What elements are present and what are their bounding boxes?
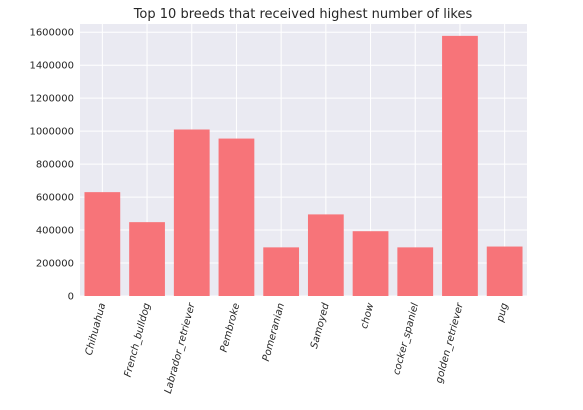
y-axis-tick-labels: 0 200000 400000 600000 800000 1000000 1200000 1… xyxy=(29,28,74,303)
x-tick-label: Chihuahua xyxy=(84,302,109,357)
x-axis-tick-labels: Chihuahua French_bulldog Labrador_retrieve… xyxy=(84,301,511,395)
bar-chow xyxy=(352,231,389,296)
x-tick-label: pug xyxy=(495,302,511,324)
y-tick-label: 1600000 xyxy=(29,28,74,39)
bar-pug xyxy=(486,246,523,296)
bar-pembroke xyxy=(218,138,255,296)
x-tick-label: Samoyed xyxy=(309,301,332,350)
y-tick-label: 400000 xyxy=(36,226,74,237)
chart-title: Top 10 breeds that received highest numb… xyxy=(133,7,473,22)
bar-labrador-retriever xyxy=(173,129,210,296)
bar-golden-retriever xyxy=(442,35,478,297)
x-tick-label: Labrador_retriever xyxy=(163,301,198,395)
bar-pomeranian xyxy=(263,247,300,296)
y-tick-label: 1200000 xyxy=(29,94,74,105)
x-tick-label: Pembroke xyxy=(219,302,243,354)
y-tick-label: 1000000 xyxy=(29,127,74,138)
x-tick-label: cocker_spaniel xyxy=(391,302,421,376)
y-tick-label: 600000 xyxy=(36,193,74,204)
x-tick-label: Pomeranian xyxy=(261,302,287,363)
bar-samoyed xyxy=(307,214,344,296)
y-tick-label: 200000 xyxy=(36,259,74,270)
x-tick-label: chow xyxy=(359,301,377,330)
bars xyxy=(84,35,523,297)
y-tick-label: 0 xyxy=(68,292,74,303)
x-tick-label: golden_retriever xyxy=(434,301,466,384)
x-tick-label: French_bulldog xyxy=(123,302,153,378)
y-tick-label: 800000 xyxy=(36,160,74,171)
y-tick-label: 1400000 xyxy=(29,61,74,72)
bar-cocker-spaniel xyxy=(397,247,434,296)
bar-chihuahua xyxy=(84,192,121,296)
bar-french-bulldog xyxy=(129,222,165,296)
